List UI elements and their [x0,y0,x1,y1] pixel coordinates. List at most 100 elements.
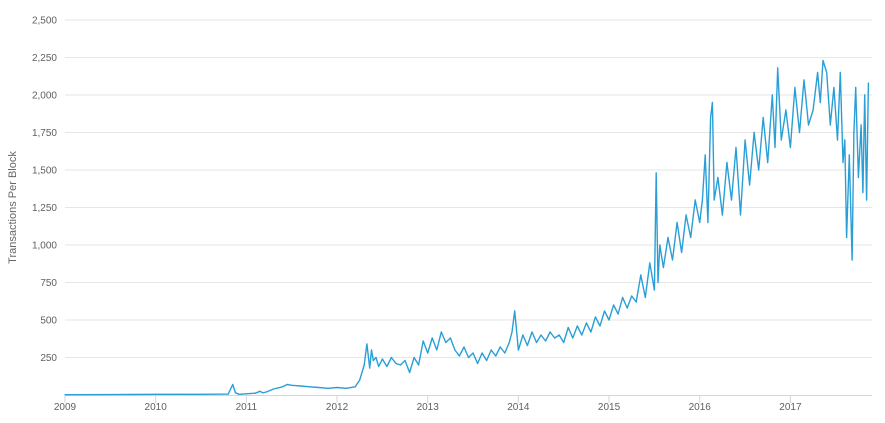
data-point [617,313,619,315]
data-point [535,341,538,344]
data-point [865,199,868,201]
data-point [803,79,805,81]
data-point [254,392,257,394]
data-point [486,359,488,362]
data-point [300,385,302,387]
data-point [676,221,678,224]
x-axis: 2009 2010 2011 2012 2013 2014 2015 2016 2017 [54,395,872,413]
data-point [262,392,264,394]
data-point [771,94,773,96]
data-point [572,337,574,339]
data-point [846,236,848,239]
data-point [540,334,542,336]
y-axis-title: Transactions Per Block [7,151,19,264]
data-point [707,221,709,224]
data-point [265,391,267,393]
data-point [853,131,855,134]
data-point [472,352,474,354]
data-point [704,154,706,156]
data-point [585,322,587,324]
data-point [408,371,411,374]
y-tick-label: 2,500 [32,16,57,27]
data-point [713,199,715,201]
y-tick-label: 250 [40,353,57,364]
data-point [739,214,742,216]
data-point [798,131,801,134]
y-tick-label: 2,000 [32,91,57,102]
data-point [711,101,714,104]
y-tick-label: 2,250 [32,53,57,64]
data-point [549,331,551,333]
data-point [109,393,111,396]
data-point [458,355,461,357]
data-point [599,325,601,327]
data-point [413,356,415,359]
data-point [238,393,240,395]
data-point [822,59,824,62]
data-point [635,301,637,303]
data-point [372,359,374,362]
data-point [653,289,655,291]
y-tick-label: 1,000 [32,241,57,252]
data-point [64,394,66,396]
x-tick-label: 2015 [598,402,621,413]
data-point [701,199,704,201]
series-area [64,59,870,396]
data-point [777,67,779,69]
data-point [694,199,696,201]
x-tick-label: 2009 [54,402,77,413]
data-point [375,356,377,359]
data-point [816,71,819,74]
data-point [508,341,510,344]
data-point [440,331,442,333]
data-point [366,343,368,345]
data-point [744,139,746,141]
data-point [381,358,383,360]
data-point [836,139,839,141]
data-point [499,346,501,348]
data-point [390,356,393,359]
data-point [232,383,234,386]
data-point [370,349,373,351]
data-point [544,340,547,342]
data-point [780,139,782,141]
gridlines [65,19,872,358]
data-point [710,116,712,119]
data-point [833,86,835,89]
data-point [354,386,356,388]
y-axis: 250 500 750 1,000 1,250 1,500 1,750 2,000 2,250 2… [32,16,57,365]
data-point [511,331,513,333]
data-point [259,390,261,392]
data-point [855,86,857,89]
data-point [291,384,293,386]
data-point [431,337,433,339]
data-point [848,154,850,156]
data-point [576,325,578,327]
data-point [318,386,320,389]
data-point [726,161,728,164]
data-point [517,349,519,351]
data-point [567,326,569,329]
data-point [522,334,524,336]
data-point [563,341,565,344]
series-line [64,59,870,396]
data-point [774,146,776,149]
data-point [445,341,447,344]
data-point [812,109,814,111]
data-point [245,393,247,395]
data-point [514,310,516,312]
data-point [612,304,615,306]
y-tick-label: 1,500 [32,166,57,177]
data-point [662,266,665,269]
data-point [272,388,275,390]
data-point [857,176,859,179]
data-point [581,334,583,336]
data-point [427,352,429,354]
data-point [839,71,841,74]
data-point [590,331,592,333]
data-point [554,337,556,339]
data-point [748,184,751,186]
data-point [829,124,831,126]
